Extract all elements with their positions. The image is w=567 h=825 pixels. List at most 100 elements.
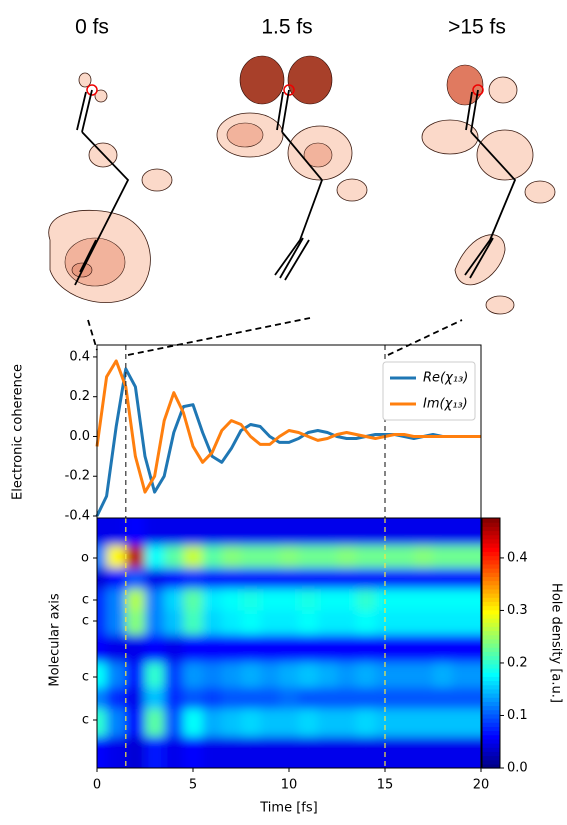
colorbar-segment: [482, 697, 500, 702]
y-tick-label: 0.0: [69, 429, 90, 444]
heat-cell: [145, 687, 165, 710]
heat-cell: [221, 662, 242, 688]
heat-cell: [202, 736, 223, 768]
colorbar-segment: [482, 559, 500, 565]
heat-cell: [202, 545, 223, 569]
heat-cell: [413, 736, 434, 768]
heat-cell: [279, 662, 300, 688]
heat-cell: [164, 709, 184, 737]
heat-cell: [394, 545, 415, 569]
heat-cell: [279, 545, 300, 569]
heat-cell: [183, 736, 204, 768]
colorbar-segment: [482, 534, 500, 540]
heat-cell: [471, 589, 481, 611]
heat-cell: [145, 518, 165, 546]
legend-label: Im(χ₁₃): [423, 397, 468, 412]
heat-cell: [202, 709, 223, 737]
heat-cell: [221, 736, 242, 768]
heat-cell: [241, 518, 261, 546]
heat-cell: [145, 610, 165, 635]
colorbar-segment: [482, 663, 500, 669]
heat-cell: [202, 634, 223, 663]
heat-cell: [125, 736, 146, 768]
y-tick-label: -0.4: [65, 509, 90, 524]
heat-cell: [471, 662, 481, 688]
colorbar-segment: [482, 605, 500, 611]
colorbar-segment: [482, 751, 500, 757]
heat-cell: [145, 634, 165, 663]
colorbar-segment: [482, 743, 500, 748]
heat-cell: [202, 518, 223, 546]
heat-cell: [433, 709, 453, 737]
y-tick-label: 0.4: [69, 349, 90, 364]
heat-cell: [317, 709, 338, 737]
heat-cell: [125, 687, 146, 710]
heat-cell: [394, 634, 415, 663]
heat-cell: [164, 610, 184, 635]
heat-cell: [394, 736, 415, 768]
colorbar-segment: [482, 588, 500, 594]
y-axis-title: Molecular axis: [48, 593, 63, 686]
colorbar-segment: [482, 643, 500, 648]
molecule-15fs: [421, 64, 556, 315]
colorbar-segment: [482, 688, 500, 694]
heat-cell: [125, 610, 146, 635]
heat-cell: [471, 687, 481, 710]
molecule-1-5fs: [216, 55, 368, 281]
legend-label: Re(χ₁₃): [423, 371, 468, 386]
heat-cell: [260, 634, 280, 663]
colorbar-segment: [482, 601, 500, 607]
heat-cell: [164, 568, 184, 590]
heat-cell: [260, 589, 280, 611]
colorbar-segment: [482, 522, 500, 527]
heat-cell: [260, 545, 280, 569]
colorbar-title: Hole density [a.u.]: [549, 583, 564, 703]
colorbar-segment: [482, 576, 500, 582]
heat-cell: [471, 736, 481, 768]
heat-cell: [221, 687, 242, 710]
heat-cell: [145, 709, 165, 737]
heat-cell: [97, 568, 108, 590]
heat-cell: [202, 687, 223, 710]
y-tick-label: c: [82, 713, 89, 728]
heat-cell: [413, 709, 434, 737]
x-tick-label: 10: [281, 778, 298, 793]
heat-cell: [452, 634, 472, 663]
heat-cell: [356, 662, 376, 688]
heat-cell: [279, 736, 300, 768]
heat-cell: [394, 687, 415, 710]
heat-cell: [413, 568, 434, 590]
heat-cell: [375, 736, 396, 768]
heat-cell: [394, 518, 415, 546]
heat-cell: [317, 568, 338, 590]
heat-cell: [337, 568, 357, 590]
heat-cell: [221, 545, 242, 569]
heat-cell: [452, 687, 472, 710]
heat-cell: [260, 736, 280, 768]
heat-cell: [317, 662, 338, 688]
heat-cell: [260, 709, 280, 737]
heat-cell: [433, 610, 453, 635]
heat-cell: [164, 736, 184, 768]
heat-cell: [337, 687, 357, 710]
heat-cell: [97, 709, 108, 737]
heat-cell: [183, 545, 204, 569]
heat-cell: [356, 568, 376, 590]
heat-cell: [106, 687, 127, 710]
y-axis-title: Electronic coherence: [11, 364, 26, 500]
heat-cell: [452, 662, 472, 688]
colorbar-segment: [482, 563, 500, 569]
x-tick-label: 15: [377, 778, 394, 793]
heat-cell: [106, 589, 127, 611]
heat-cell: [106, 610, 127, 635]
heat-cell: [356, 687, 376, 710]
series-line: [95, 359, 481, 494]
heat-cell: [317, 736, 338, 768]
heat-cell: [125, 545, 146, 569]
heat-cell: [298, 687, 319, 710]
heat-cell: [433, 687, 453, 710]
heat-cell: [356, 736, 376, 768]
colorbar-segment: [482, 684, 500, 690]
snapshot-label: 0 fs: [75, 16, 109, 39]
heat-cell: [241, 662, 261, 688]
